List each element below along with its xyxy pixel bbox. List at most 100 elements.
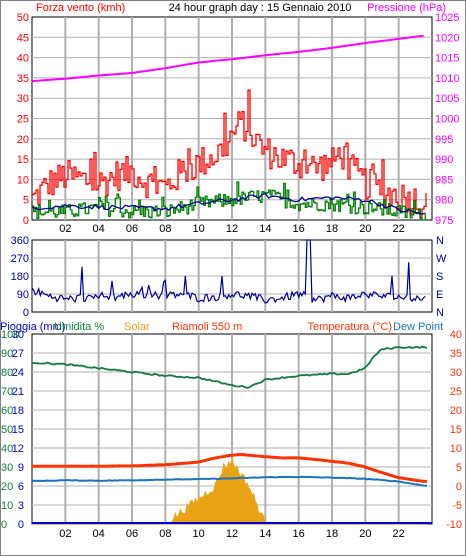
rain-y-tick: 12: [12, 443, 24, 455]
hour-tick: 08: [159, 223, 171, 235]
wind-y-tick: 25: [17, 114, 29, 126]
hour-tick: 04: [93, 528, 105, 540]
rain-y-tick: 3: [18, 500, 24, 512]
wind-axis-label: Forza vento (kmh): [36, 2, 125, 14]
hour-tick: 04: [93, 223, 105, 235]
rain-y-tick: 6: [18, 481, 24, 493]
pressure-y-tick: 975: [435, 215, 453, 227]
compass-y-tick: S: [436, 271, 443, 283]
wind-y-tick: 30: [17, 93, 29, 105]
compass-y-tick: E: [436, 289, 443, 301]
bottom-left-label: Solar: [124, 321, 150, 333]
direction-y-tick: 90: [17, 289, 29, 301]
temperature-y-tick: -10: [446, 519, 462, 531]
humidity-line: [32, 345, 428, 389]
compass-y-tick: N: [436, 235, 444, 247]
wind-y-tick: 15: [17, 154, 29, 166]
humidity-y-tick: 90: [1, 348, 13, 360]
hour-tick: 02: [59, 223, 71, 235]
direction-y-tick: 270: [11, 253, 29, 265]
hour-tick: 16: [293, 223, 305, 235]
hour-tick: 12: [226, 528, 238, 540]
hour-tick: 06: [126, 223, 138, 235]
pressure-y-tick: 1000: [435, 114, 459, 126]
humidity-y-tick: 70: [1, 386, 13, 398]
humidity-y-tick: 40: [1, 443, 13, 455]
temperature-y-tick: 5: [456, 462, 462, 474]
direction-y-tick: 0: [23, 307, 29, 319]
hour-tick: 16: [293, 528, 305, 540]
pressure-y-tick: 1010: [435, 73, 459, 85]
wind-y-tick: 50: [17, 12, 29, 24]
hour-tick: 20: [359, 528, 371, 540]
hour-tick: 06: [126, 528, 138, 540]
wind-y-tick: 0: [23, 215, 29, 227]
humidity-y-tick: 100: [1, 329, 19, 341]
compass-y-tick: W: [436, 253, 447, 265]
temperature-y-tick: 20: [450, 405, 462, 417]
hour-tick: 18: [326, 528, 338, 540]
wind-y-tick: 40: [17, 53, 29, 65]
humidity-y-tick: 20: [1, 481, 13, 493]
hour-tick: 18: [326, 223, 338, 235]
temperature-y-tick: 35: [450, 348, 462, 360]
hour-tick: 10: [193, 223, 205, 235]
hour-tick: 14: [259, 223, 271, 235]
pressure-y-tick: 1005: [435, 93, 459, 105]
wind-y-tick: 5: [23, 195, 29, 207]
temperature-axis-label: Temperatura (°C): [308, 321, 392, 333]
pressure-y-tick: 1015: [435, 53, 459, 65]
rain-y-tick: 0: [18, 519, 24, 531]
wind-average-line: [31, 192, 426, 215]
hour-tick: 08: [159, 528, 171, 540]
wind-y-tick: 35: [17, 73, 29, 85]
hour-tick: 12: [226, 223, 238, 235]
humidity-y-tick: 10: [1, 500, 13, 512]
direction-y-tick: 180: [11, 271, 29, 283]
rain-y-tick: 18: [12, 405, 24, 417]
rain-y-tick: 9: [18, 462, 24, 474]
hour-tick: 14: [259, 528, 271, 540]
pressure-y-tick: 980: [435, 195, 453, 207]
temperature-y-tick: -5: [452, 500, 462, 512]
bottom-left-label: Pioggia (mm): [0, 321, 65, 333]
pressure-y-tick: 990: [435, 154, 453, 166]
direction-y-tick: 360: [11, 235, 29, 247]
hour-tick: 22: [393, 223, 405, 235]
dewpoint-line: [31, 475, 428, 487]
bottom-left-label: Umidita %: [54, 321, 104, 333]
wind-direction-line: [31, 239, 426, 304]
chart-title: 24 hour graph day : 15 Gennaio 2010: [169, 2, 352, 14]
wind-speed-line: [32, 89, 427, 219]
rain-y-tick: 21: [12, 386, 24, 398]
temperature-y-tick: 0: [456, 481, 462, 493]
wind-y-tick: 45: [17, 32, 29, 44]
temperature-y-tick: 15: [450, 424, 462, 436]
pressure-axis-label: Pressione (hPa): [367, 2, 446, 14]
hour-tick: 20: [359, 223, 371, 235]
hour-tick: 22: [393, 528, 405, 540]
rain-y-tick: 27: [12, 348, 24, 360]
compass-y-tick: N: [436, 307, 444, 319]
temperature-y-tick: 25: [450, 386, 462, 398]
wind-low-line: [32, 181, 426, 221]
hour-tick: 02: [59, 528, 71, 540]
pressure-line: [31, 34, 424, 83]
rain-y-tick: 30: [12, 329, 24, 341]
humidity-y-tick: 60: [1, 405, 13, 417]
humidity-y-tick: 80: [1, 367, 13, 379]
humidity-y-tick: 0: [1, 519, 7, 531]
wind-y-tick: 20: [17, 134, 29, 146]
pressure-y-tick: 1025: [435, 12, 459, 24]
rain-y-tick: 15: [12, 424, 24, 436]
hour-tick: 10: [193, 528, 205, 540]
temperature-y-tick: 40: [450, 329, 462, 341]
pressure-y-tick: 985: [435, 174, 453, 186]
humidity-y-tick: 30: [1, 462, 13, 474]
rain-y-tick: 24: [12, 367, 24, 379]
pressure-y-tick: 995: [435, 134, 453, 146]
pressure-y-tick: 1020: [435, 32, 459, 44]
temperature-y-tick: 10: [450, 443, 462, 455]
temperature-y-tick: 30: [450, 367, 462, 379]
